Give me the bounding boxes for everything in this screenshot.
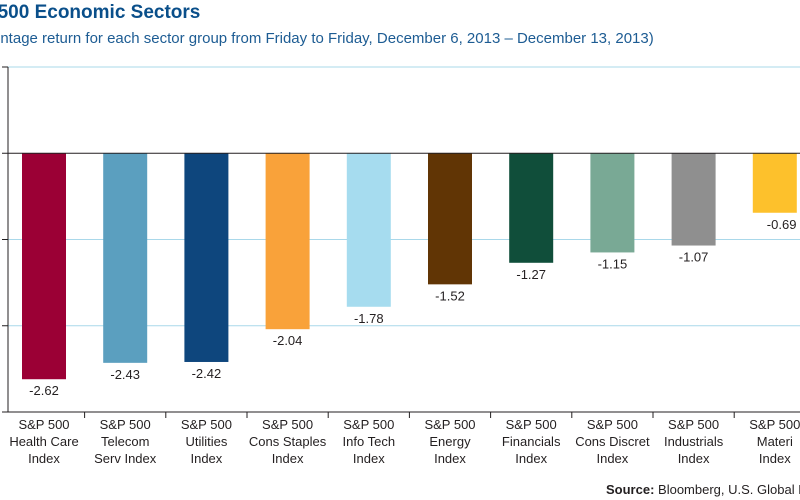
x-tick-label: S&P 500 Info Tech Index — [343, 417, 396, 466]
x-tick-label: S&P 500 Cons Discret Index — [575, 417, 650, 466]
bar — [184, 153, 229, 362]
bar — [509, 153, 554, 263]
data-label: -2.42 — [192, 366, 222, 381]
x-tick-label: S&P 500 Cons Staples Index — [249, 417, 327, 466]
data-label: -2.62 — [29, 383, 59, 398]
x-tick-label: S&P 500 Industrials Index — [664, 417, 724, 466]
x-tick-label: S&P 500 Telecom Serv Index — [94, 417, 157, 466]
data-label: -1.15 — [598, 256, 628, 271]
data-label: -0.69 — [767, 217, 797, 232]
bar — [590, 153, 635, 253]
data-label: -1.52 — [435, 288, 465, 303]
chart-subtitle: entage return for each sector group from… — [0, 30, 654, 47]
bar — [103, 153, 148, 363]
bar — [346, 153, 391, 307]
bar — [752, 153, 797, 213]
bar — [265, 153, 310, 330]
x-tick-label: S&P 500 Utilities Index — [181, 417, 232, 466]
source-text: Bloomberg, U.S. Global Rese — [658, 482, 800, 497]
data-label: -2.43 — [110, 367, 140, 382]
data-label: -1.27 — [516, 267, 546, 282]
bar — [428, 153, 472, 285]
x-tick-label: S&P 500 Health Care Index — [9, 417, 78, 466]
x-tick-label: S&P 500 Materi Index — [749, 417, 800, 466]
data-label: -1.07 — [679, 250, 709, 265]
bar — [22, 153, 66, 380]
x-tick-label: S&P 500 Energy Index — [424, 417, 475, 466]
data-label: -2.04 — [273, 333, 303, 348]
source-label: Source: — [606, 482, 655, 497]
bar — [671, 153, 716, 246]
source-note: Source: Bloomberg, U.S. Global Rese — [606, 482, 800, 497]
data-label: -1.78 — [354, 311, 384, 326]
chart-title: P 500 Economic Sectors — [0, 2, 201, 23]
x-tick-label: S&P 500 Financials Index — [502, 417, 561, 466]
